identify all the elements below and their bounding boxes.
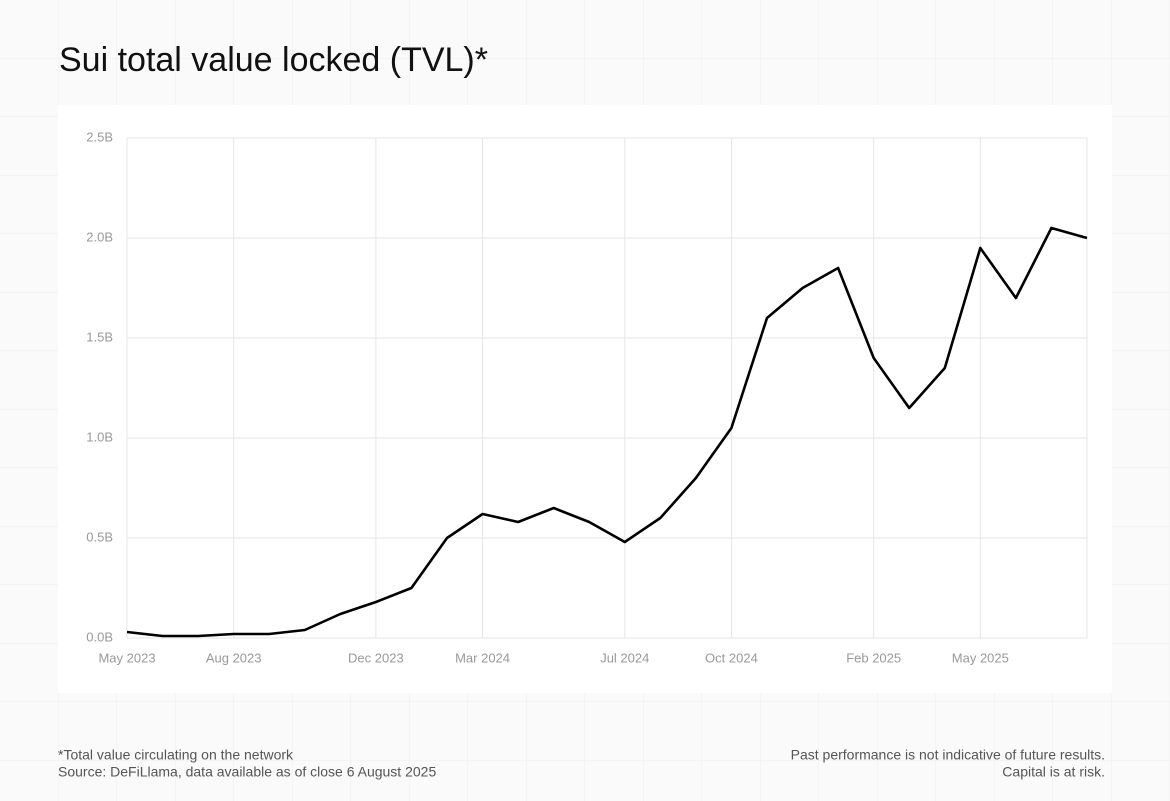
x-tick-label: Dec 2023 (348, 650, 404, 665)
tvl-line (126, 226, 1088, 638)
plot-panel (58, 105, 1112, 693)
x-tick-label: Oct 2024 (705, 650, 758, 665)
footnote: *Total value circulating on the network (58, 747, 294, 763)
disclaimer: Past performance is not indicative of fu… (791, 747, 1105, 763)
x-tick-label: Aug 2023 (206, 650, 262, 665)
x-tick-label: Feb 2025 (846, 650, 901, 665)
y-tick-label: 0.0B (86, 629, 113, 644)
source: Source: DeFiLlama, data available as of … (58, 764, 436, 780)
risk-note: Capital is at risk. (1002, 764, 1105, 780)
y-tick-label: 0.5B (86, 529, 113, 544)
x-tick-label: May 2025 (952, 650, 1009, 665)
y-tick-label: 1.5B (86, 329, 113, 344)
x-tick-label: May 2023 (98, 650, 155, 665)
y-tick-label: 2.0B (86, 229, 113, 244)
y-tick-label: 1.0B (86, 429, 113, 444)
chart-title: Sui total value locked (TVL)* (59, 41, 488, 79)
x-tick-label: Mar 2024 (455, 650, 510, 665)
x-tick-label: Jul 2024 (600, 650, 649, 665)
y-tick-label: 2.5B (86, 129, 113, 144)
